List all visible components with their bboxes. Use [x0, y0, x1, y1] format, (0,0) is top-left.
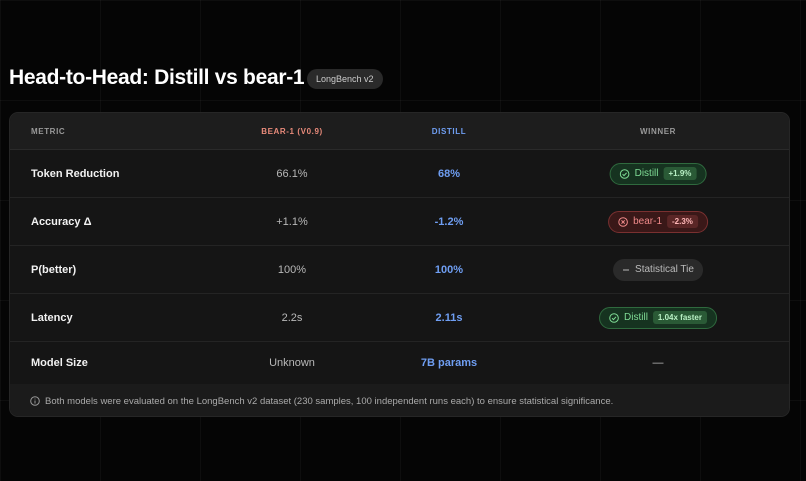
- title: Head-to-Head: Distill vs bear-1: [9, 66, 305, 89]
- info-icon: [30, 396, 40, 406]
- metric: Token Reduction: [31, 167, 120, 180]
- distill-value: -1.2%: [434, 215, 464, 228]
- bear-value: 2.2s: [281, 311, 303, 324]
- metric: Accuracy Δ: [31, 215, 92, 228]
- metric: P(better): [31, 263, 77, 276]
- table-row: Token Reduction 66.1% 68% Distill +1.9%: [10, 150, 789, 198]
- comparison-table: METRIC BEAR-1 (V0.9) DISTILL WINNER Toke…: [9, 112, 790, 417]
- winner-label: Statistical Tie: [635, 264, 694, 275]
- bear-value: Unknown: [269, 357, 315, 369]
- column-header: DISTILL: [431, 127, 467, 136]
- distill-value: 100%: [434, 263, 464, 276]
- table-header: METRIC BEAR-1 (V0.9) DISTILL WINNER: [10, 113, 789, 150]
- metric: Model Size: [31, 357, 88, 369]
- distill-value: 7B params: [420, 357, 478, 369]
- winner-badge: Distill +1.9%: [609, 162, 707, 185]
- winner-label: bear-1: [633, 216, 662, 227]
- winner-delta: -2.3%: [667, 215, 698, 228]
- winner-label: Distill: [634, 168, 659, 179]
- winner-badge: Statistical Tie: [613, 258, 703, 281]
- table-row: P(better) 100% 100% Statistical Tie: [10, 246, 789, 294]
- bear-value: 66.1%: [276, 167, 308, 180]
- winner-delta: +1.9%: [663, 167, 697, 180]
- bear-value: +1.1%: [276, 215, 308, 228]
- bear-value: 100%: [277, 263, 307, 276]
- winner-badge: Distill 1.04x faster: [599, 306, 717, 329]
- metric: Latency: [31, 311, 73, 324]
- table-row: Accuracy Δ +1.1% -1.2% bear-1 -2.3%: [10, 198, 789, 246]
- winner-delta: 1.04x faster: [652, 311, 707, 324]
- column-header: BEAR-1 (V0.9): [261, 127, 323, 136]
- winner-label: Distill: [624, 312, 648, 323]
- distill-value: 68%: [437, 167, 461, 180]
- winner-label: —: [652, 357, 664, 369]
- footnote: Both models were evaluated on the LongBe…: [10, 384, 789, 416]
- table-row: Model Size Unknown 7B params —: [10, 342, 789, 384]
- column-header: WINNER: [639, 127, 677, 136]
- winner-badge: bear-1 -2.3%: [608, 210, 708, 233]
- distill-value: 2.11s: [435, 311, 463, 324]
- badge: LongBench v2: [307, 69, 383, 89]
- column-header: METRIC: [31, 127, 66, 136]
- footnote-text: Both models were evaluated on the LongBe…: [45, 396, 614, 407]
- table-row: Latency 2.2s 2.11s Distill 1.04x faster: [10, 294, 789, 342]
